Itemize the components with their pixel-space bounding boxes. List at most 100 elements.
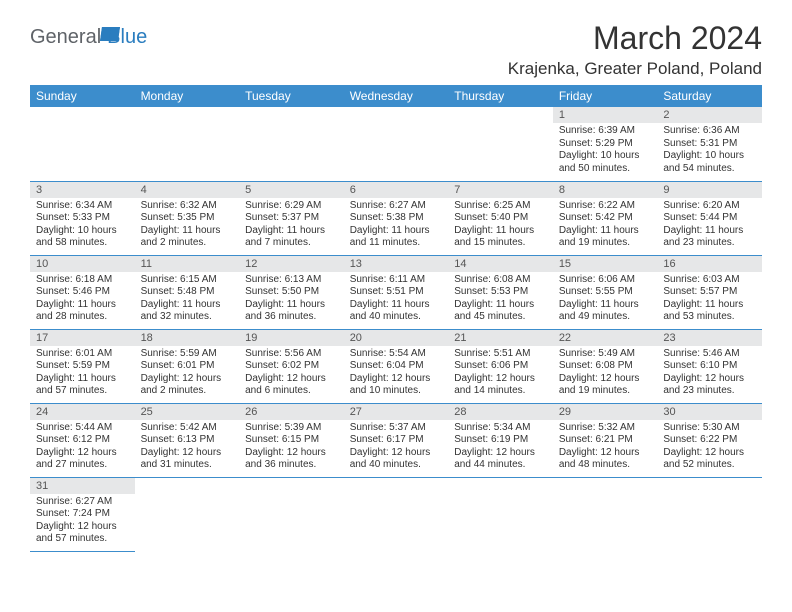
calendar-cell [448, 477, 553, 551]
logo: General Blue [30, 26, 147, 49]
calendar-cell: 22Sunrise: 5:49 AMSunset: 6:08 PMDayligh… [553, 329, 658, 403]
day-number: 4 [135, 182, 240, 198]
day-number: 14 [448, 256, 553, 272]
day-number: 16 [657, 256, 762, 272]
calendar-cell [239, 477, 344, 551]
calendar-cell [135, 107, 240, 181]
day-content: Sunrise: 6:32 AMSunset: 5:35 PMDaylight:… [135, 198, 240, 254]
day-number: 22 [553, 330, 658, 346]
day-content: Sunrise: 6:11 AMSunset: 5:51 PMDaylight:… [344, 272, 449, 328]
day-number: 17 [30, 330, 135, 346]
day-number: 30 [657, 404, 762, 420]
calendar-cell: 25Sunrise: 5:42 AMSunset: 6:13 PMDayligh… [135, 403, 240, 477]
day-number: 19 [239, 330, 344, 346]
calendar-cell: 12Sunrise: 6:13 AMSunset: 5:50 PMDayligh… [239, 255, 344, 329]
day-content: Sunrise: 6:01 AMSunset: 5:59 PMDaylight:… [30, 346, 135, 402]
location: Krajenka, Greater Poland, Poland [508, 59, 762, 79]
day-number: 9 [657, 182, 762, 198]
calendar-cell: 18Sunrise: 5:59 AMSunset: 6:01 PMDayligh… [135, 329, 240, 403]
day-content: Sunrise: 5:42 AMSunset: 6:13 PMDaylight:… [135, 420, 240, 476]
day-content: Sunrise: 6:13 AMSunset: 5:50 PMDaylight:… [239, 272, 344, 328]
calendar-cell [239, 107, 344, 181]
calendar-cell: 14Sunrise: 6:08 AMSunset: 5:53 PMDayligh… [448, 255, 553, 329]
calendar-cell: 24Sunrise: 5:44 AMSunset: 6:12 PMDayligh… [30, 403, 135, 477]
calendar-cell: 4Sunrise: 6:32 AMSunset: 5:35 PMDaylight… [135, 181, 240, 255]
calendar-cell [448, 107, 553, 181]
calendar-cell [657, 477, 762, 551]
calendar-row: 24Sunrise: 5:44 AMSunset: 6:12 PMDayligh… [30, 403, 762, 477]
calendar-cell: 7Sunrise: 6:25 AMSunset: 5:40 PMDaylight… [448, 181, 553, 255]
day-number: 5 [239, 182, 344, 198]
calendar-cell [30, 107, 135, 181]
calendar-cell: 8Sunrise: 6:22 AMSunset: 5:42 PMDaylight… [553, 181, 658, 255]
day-content: Sunrise: 6:27 AMSunset: 5:38 PMDaylight:… [344, 198, 449, 254]
weekday-header-row: SundayMondayTuesdayWednesdayThursdayFrid… [30, 85, 762, 107]
calendar-row: 1Sunrise: 6:39 AMSunset: 5:29 PMDaylight… [30, 107, 762, 181]
day-number: 24 [30, 404, 135, 420]
day-content: Sunrise: 6:20 AMSunset: 5:44 PMDaylight:… [657, 198, 762, 254]
day-number: 18 [135, 330, 240, 346]
day-number: 6 [344, 182, 449, 198]
day-number: 10 [30, 256, 135, 272]
day-content: Sunrise: 6:27 AMSunset: 7:24 PMDaylight:… [30, 494, 135, 550]
calendar-row: 17Sunrise: 6:01 AMSunset: 5:59 PMDayligh… [30, 329, 762, 403]
page-header: General Blue March 2024 Krajenka, Greate… [30, 20, 762, 79]
calendar-cell [135, 477, 240, 551]
calendar-cell: 3Sunrise: 6:34 AMSunset: 5:33 PMDaylight… [30, 181, 135, 255]
calendar-body: 1Sunrise: 6:39 AMSunset: 5:29 PMDaylight… [30, 107, 762, 551]
calendar-cell: 27Sunrise: 5:37 AMSunset: 6:17 PMDayligh… [344, 403, 449, 477]
calendar-table: SundayMondayTuesdayWednesdayThursdayFrid… [30, 85, 762, 552]
day-number: 11 [135, 256, 240, 272]
day-number: 31 [30, 478, 135, 494]
logo-text-general: General [30, 26, 101, 49]
day-number: 13 [344, 256, 449, 272]
day-number: 21 [448, 330, 553, 346]
weekday-header: Sunday [30, 85, 135, 107]
calendar-cell: 17Sunrise: 6:01 AMSunset: 5:59 PMDayligh… [30, 329, 135, 403]
day-content: Sunrise: 5:39 AMSunset: 6:15 PMDaylight:… [239, 420, 344, 476]
calendar-cell: 5Sunrise: 6:29 AMSunset: 5:37 PMDaylight… [239, 181, 344, 255]
calendar-cell [344, 107, 449, 181]
calendar-cell: 26Sunrise: 5:39 AMSunset: 6:15 PMDayligh… [239, 403, 344, 477]
day-number: 26 [239, 404, 344, 420]
day-number: 15 [553, 256, 658, 272]
day-number: 7 [448, 182, 553, 198]
day-number: 2 [657, 107, 762, 123]
calendar-row: 10Sunrise: 6:18 AMSunset: 5:46 PMDayligh… [30, 255, 762, 329]
calendar-cell: 6Sunrise: 6:27 AMSunset: 5:38 PMDaylight… [344, 181, 449, 255]
day-content: Sunrise: 6:25 AMSunset: 5:40 PMDaylight:… [448, 198, 553, 254]
day-content: Sunrise: 5:56 AMSunset: 6:02 PMDaylight:… [239, 346, 344, 402]
calendar-cell: 31Sunrise: 6:27 AMSunset: 7:24 PMDayligh… [30, 477, 135, 551]
day-content: Sunrise: 6:29 AMSunset: 5:37 PMDaylight:… [239, 198, 344, 254]
calendar-row: 31Sunrise: 6:27 AMSunset: 7:24 PMDayligh… [30, 477, 762, 551]
day-content: Sunrise: 5:32 AMSunset: 6:21 PMDaylight:… [553, 420, 658, 476]
day-number: 27 [344, 404, 449, 420]
day-content: Sunrise: 5:30 AMSunset: 6:22 PMDaylight:… [657, 420, 762, 476]
weekday-header: Friday [553, 85, 658, 107]
day-number: 1 [553, 107, 658, 123]
day-content: Sunrise: 5:34 AMSunset: 6:19 PMDaylight:… [448, 420, 553, 476]
day-content: Sunrise: 6:22 AMSunset: 5:42 PMDaylight:… [553, 198, 658, 254]
day-number: 25 [135, 404, 240, 420]
day-content: Sunrise: 6:34 AMSunset: 5:33 PMDaylight:… [30, 198, 135, 254]
day-number: 12 [239, 256, 344, 272]
day-content: Sunrise: 5:59 AMSunset: 6:01 PMDaylight:… [135, 346, 240, 402]
day-content: Sunrise: 5:46 AMSunset: 6:10 PMDaylight:… [657, 346, 762, 402]
day-content: Sunrise: 6:15 AMSunset: 5:48 PMDaylight:… [135, 272, 240, 328]
day-number: 29 [553, 404, 658, 420]
weekday-header: Tuesday [239, 85, 344, 107]
calendar-cell [553, 477, 658, 551]
calendar-cell: 16Sunrise: 6:03 AMSunset: 5:57 PMDayligh… [657, 255, 762, 329]
logo-sail-icon [100, 27, 120, 41]
calendar-row: 3Sunrise: 6:34 AMSunset: 5:33 PMDaylight… [30, 181, 762, 255]
day-content: Sunrise: 6:06 AMSunset: 5:55 PMDaylight:… [553, 272, 658, 328]
calendar-cell: 10Sunrise: 6:18 AMSunset: 5:46 PMDayligh… [30, 255, 135, 329]
day-content: Sunrise: 6:08 AMSunset: 5:53 PMDaylight:… [448, 272, 553, 328]
day-content: Sunrise: 5:54 AMSunset: 6:04 PMDaylight:… [344, 346, 449, 402]
calendar-cell: 28Sunrise: 5:34 AMSunset: 6:19 PMDayligh… [448, 403, 553, 477]
weekday-header: Monday [135, 85, 240, 107]
day-number: 20 [344, 330, 449, 346]
weekday-header: Wednesday [344, 85, 449, 107]
day-number: 8 [553, 182, 658, 198]
month-title: March 2024 [508, 20, 762, 57]
